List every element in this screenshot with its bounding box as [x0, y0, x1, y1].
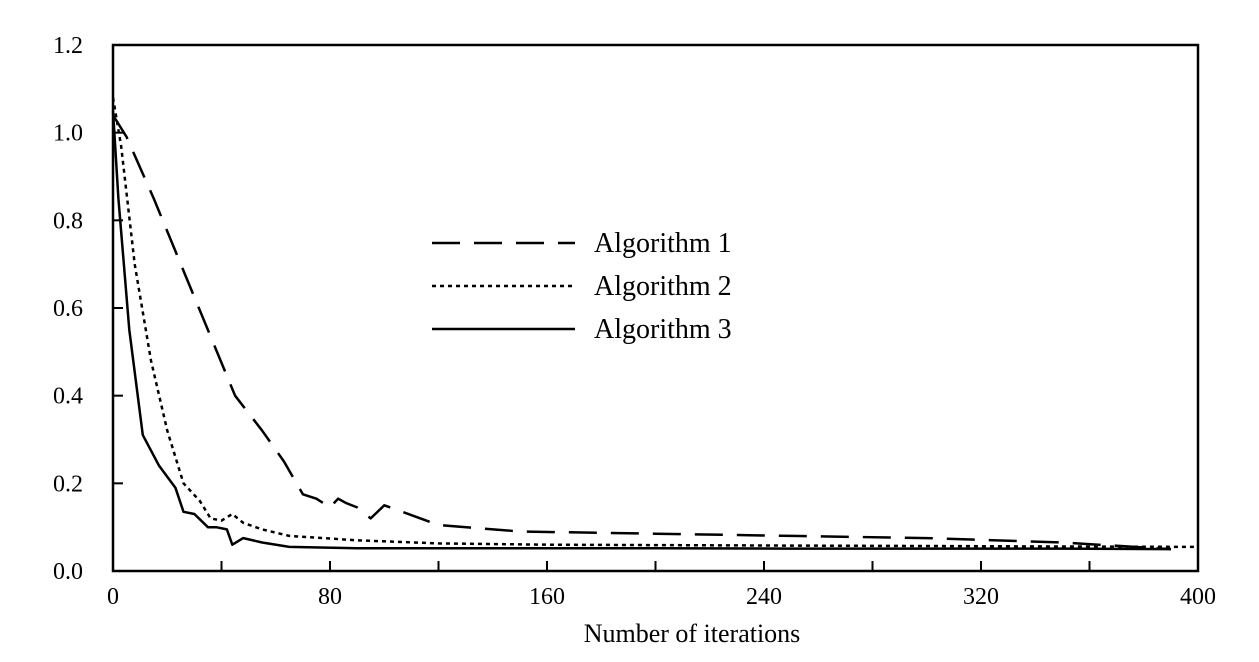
axis-ticks: 0 80 160 240 320 400 0.0 0.2 0.4 0.6 0.8 1.0 1.2 [53, 33, 1216, 610]
legend-label-1: Algorithm 1 [594, 228, 732, 259]
x-tick-label: 240 [746, 584, 782, 610]
y-tick-label: 0.8 [53, 208, 83, 234]
x-axis-title: Number of iterations [584, 619, 801, 648]
y-tick-label: 1.0 [53, 121, 83, 147]
y-tick-label: 0.2 [53, 471, 83, 497]
legend: Algorithm 1 Algorithm 2 Algorithm 3 [432, 228, 732, 345]
x-tick-label: 160 [529, 584, 565, 610]
series-line-algorithm-1 [111, 114, 1171, 551]
x-tick-label: 80 [318, 584, 342, 610]
series-layer [111, 97, 1199, 551]
y-tick-label: 0.6 [53, 296, 83, 322]
y-tick-label: 0.4 [53, 384, 83, 410]
series-line-algorithm-3 [111, 110, 1171, 551]
plot-frame [111, 43, 1200, 573]
y-tick-label: 0.0 [53, 559, 83, 585]
y-tick-label: 1.2 [53, 33, 83, 59]
legend-label-3: Algorithm 3 [594, 314, 732, 345]
x-tick-label: 0 [107, 584, 119, 610]
x-tick-label: 400 [1180, 584, 1216, 610]
legend-label-2: Algorithm 2 [594, 271, 732, 302]
x-tick-label: 320 [963, 584, 999, 610]
series-line-algorithm-2 [111, 97, 1199, 549]
